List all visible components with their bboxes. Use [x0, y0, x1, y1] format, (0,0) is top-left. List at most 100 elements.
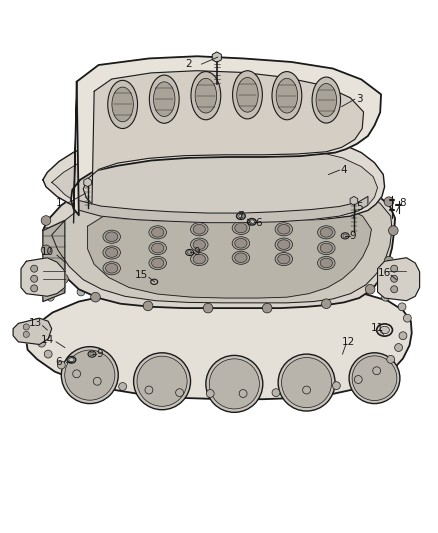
Circle shape [303, 386, 311, 394]
Ellipse shape [239, 214, 243, 218]
Polygon shape [26, 286, 412, 399]
Ellipse shape [152, 258, 164, 268]
Circle shape [354, 177, 364, 187]
Ellipse shape [69, 358, 74, 362]
Ellipse shape [318, 226, 335, 239]
Ellipse shape [232, 221, 250, 235]
Ellipse shape [312, 77, 341, 123]
Polygon shape [71, 56, 381, 215]
Circle shape [145, 281, 153, 289]
Ellipse shape [149, 241, 166, 255]
Circle shape [354, 376, 362, 383]
Circle shape [387, 356, 395, 364]
Circle shape [249, 165, 259, 175]
Polygon shape [83, 71, 364, 204]
Circle shape [359, 287, 367, 295]
Polygon shape [52, 177, 392, 303]
Circle shape [282, 358, 332, 408]
Polygon shape [21, 258, 65, 296]
Circle shape [206, 390, 214, 398]
Circle shape [41, 245, 51, 255]
Text: 11: 11 [371, 323, 384, 333]
Circle shape [399, 332, 407, 340]
Circle shape [192, 165, 202, 175]
Ellipse shape [276, 78, 297, 113]
Ellipse shape [193, 240, 205, 249]
Circle shape [391, 286, 398, 293]
Ellipse shape [341, 233, 349, 239]
Circle shape [321, 299, 331, 309]
Circle shape [65, 350, 115, 400]
Circle shape [119, 383, 127, 391]
Ellipse shape [380, 326, 389, 334]
Text: 3: 3 [356, 94, 363, 104]
Ellipse shape [191, 71, 221, 120]
Polygon shape [43, 221, 65, 301]
Circle shape [145, 386, 153, 394]
Circle shape [73, 370, 81, 378]
Ellipse shape [149, 226, 166, 239]
Circle shape [403, 314, 411, 322]
Circle shape [239, 390, 247, 398]
Ellipse shape [275, 253, 293, 265]
Text: 6: 6 [255, 217, 262, 228]
Text: 13: 13 [28, 318, 42, 328]
Circle shape [176, 389, 184, 397]
Circle shape [391, 275, 398, 282]
Ellipse shape [320, 258, 332, 268]
Circle shape [209, 359, 259, 409]
Circle shape [203, 303, 213, 313]
Text: 7: 7 [237, 211, 244, 221]
Circle shape [91, 292, 100, 302]
Circle shape [38, 339, 46, 347]
Ellipse shape [278, 240, 290, 249]
Ellipse shape [275, 238, 293, 251]
Circle shape [278, 354, 335, 411]
Circle shape [59, 274, 68, 284]
Circle shape [31, 328, 39, 336]
Circle shape [365, 285, 375, 294]
Ellipse shape [191, 238, 208, 251]
Circle shape [306, 168, 316, 178]
Circle shape [41, 216, 51, 225]
Polygon shape [74, 197, 368, 223]
Text: 5: 5 [356, 203, 363, 212]
Text: 1: 1 [56, 198, 63, 208]
Ellipse shape [90, 352, 94, 356]
Circle shape [206, 356, 263, 413]
Circle shape [137, 356, 187, 406]
Ellipse shape [195, 78, 216, 113]
Ellipse shape [149, 75, 179, 123]
Circle shape [110, 284, 118, 292]
Ellipse shape [275, 223, 293, 236]
Ellipse shape [152, 243, 164, 253]
Ellipse shape [152, 228, 164, 237]
Polygon shape [378, 258, 420, 301]
Ellipse shape [187, 251, 192, 254]
Circle shape [349, 353, 400, 403]
Circle shape [384, 256, 394, 266]
Ellipse shape [106, 248, 118, 257]
Circle shape [352, 356, 397, 400]
Ellipse shape [232, 251, 250, 264]
Text: 10: 10 [41, 247, 54, 257]
Circle shape [272, 389, 280, 397]
Circle shape [44, 350, 52, 358]
Text: 16: 16 [378, 268, 391, 278]
Ellipse shape [343, 234, 347, 238]
Ellipse shape [112, 87, 133, 122]
Ellipse shape [154, 82, 175, 117]
Circle shape [46, 293, 54, 301]
Ellipse shape [103, 246, 120, 259]
Circle shape [57, 361, 65, 369]
Polygon shape [43, 169, 395, 308]
Text: 2: 2 [185, 59, 192, 69]
Circle shape [395, 344, 403, 351]
Circle shape [398, 303, 406, 311]
Circle shape [384, 197, 394, 206]
Ellipse shape [149, 256, 166, 270]
Ellipse shape [320, 243, 332, 253]
Ellipse shape [106, 232, 118, 241]
Text: 12: 12 [342, 337, 355, 347]
Text: 9: 9 [349, 231, 356, 241]
